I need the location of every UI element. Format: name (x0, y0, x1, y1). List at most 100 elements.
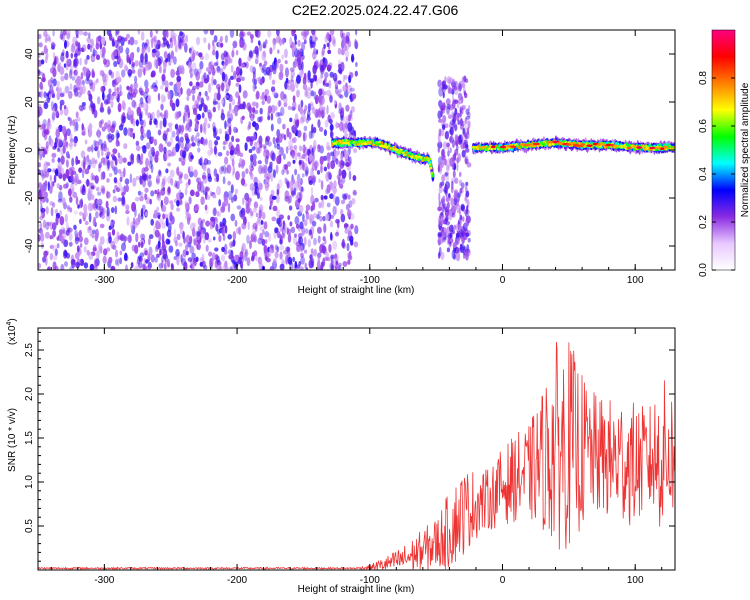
noise-cell (176, 200, 180, 207)
noise-cell (212, 236, 216, 241)
noise-cell (278, 214, 284, 220)
noise-cell (107, 106, 111, 115)
noise-cell (181, 36, 185, 47)
noise-cell (75, 111, 79, 119)
noise-cell (248, 105, 252, 113)
burst-cell (465, 190, 470, 198)
noise-cell (106, 206, 110, 217)
noise-cell (229, 265, 233, 270)
noise-cell (41, 123, 46, 130)
noise-cell (132, 217, 136, 225)
burst-cell (460, 243, 465, 254)
noise-cell (101, 186, 106, 195)
noise-cell (275, 137, 280, 143)
noise-cell (235, 138, 240, 143)
burst-cell (452, 170, 456, 179)
noise-cell (204, 204, 208, 211)
burst-cell (462, 253, 466, 259)
noise-cell (331, 35, 336, 45)
noise-cell (131, 69, 136, 74)
noise-cell (220, 82, 225, 92)
noise-cell (192, 85, 197, 91)
noise-cell (226, 122, 232, 128)
noise-cell (330, 129, 333, 139)
noise-cell (200, 229, 204, 239)
noise-cell (338, 262, 342, 267)
noise-cell (176, 75, 182, 83)
noise-cell (305, 267, 308, 270)
noise-cell (166, 150, 171, 155)
burst-cell (452, 93, 454, 102)
noise-cell (346, 242, 350, 252)
noise-cell (203, 72, 207, 81)
colorbar-tick-label: 0.4 (698, 167, 709, 181)
noise-cell (125, 264, 128, 270)
noise-cell (354, 40, 359, 50)
burst-cell (464, 148, 470, 153)
noise-cell (145, 259, 149, 264)
noise-cell (38, 42, 43, 48)
noise-cell (269, 47, 273, 55)
noise-cell (213, 35, 218, 43)
y-tick-label: 0 (24, 147, 35, 153)
noise-cell (333, 193, 336, 203)
noise-cell (287, 256, 293, 265)
noise-cell (58, 191, 63, 202)
noise-cell (45, 34, 51, 42)
noise-cell (294, 152, 298, 161)
noise-cell (190, 136, 194, 142)
noise-cell (73, 210, 78, 215)
noise-cell (161, 222, 166, 229)
noise-cell (140, 153, 144, 161)
noise-cell (113, 60, 118, 68)
noise-cell (46, 266, 51, 270)
signal-peak (366, 141, 372, 145)
noise-cell (220, 165, 225, 172)
noise-cell (250, 255, 255, 262)
signal-cell (519, 145, 523, 149)
burst-cell (466, 204, 469, 214)
noise-cell (310, 103, 314, 111)
noise-cell (86, 249, 90, 256)
noise-cell (59, 66, 65, 76)
noise-cell (273, 231, 277, 240)
noise-cell (88, 122, 92, 133)
noise-cell (167, 212, 171, 223)
noise-cell (130, 52, 134, 62)
noise-cell (130, 155, 134, 165)
noise-cell (302, 132, 307, 142)
noise-cell (251, 146, 256, 151)
noise-cell (158, 65, 162, 74)
noise-cell (301, 173, 305, 178)
noise-cell (215, 50, 219, 60)
noise-cell (48, 36, 52, 43)
noise-cell (261, 164, 267, 173)
noise-cell (115, 259, 119, 266)
noise-cell (170, 178, 174, 186)
noise-cell (79, 47, 85, 52)
noise-cell (145, 157, 150, 168)
noise-cell (192, 107, 198, 115)
noise-cell (84, 58, 88, 65)
noise-cell (264, 239, 268, 244)
burst-cell (437, 110, 442, 120)
noise-cell (300, 31, 304, 37)
noise-cell (308, 130, 313, 140)
noise-cell (246, 257, 251, 267)
noise-cell (115, 70, 120, 81)
noise-cell (291, 125, 294, 131)
noise-cell (340, 107, 345, 115)
noise-cell (263, 221, 268, 230)
noise-cell (92, 229, 96, 235)
noise-cell (310, 129, 315, 139)
noise-cell (81, 168, 85, 179)
noise-cell (294, 233, 297, 238)
noise-cell (62, 197, 66, 206)
noise-cell (86, 54, 90, 60)
noise-cell (196, 113, 202, 120)
noise-cell (215, 223, 219, 232)
noise-cell (38, 234, 41, 242)
noise-cell (287, 145, 291, 150)
noise-cell (249, 183, 255, 191)
noise-cell (100, 102, 104, 112)
